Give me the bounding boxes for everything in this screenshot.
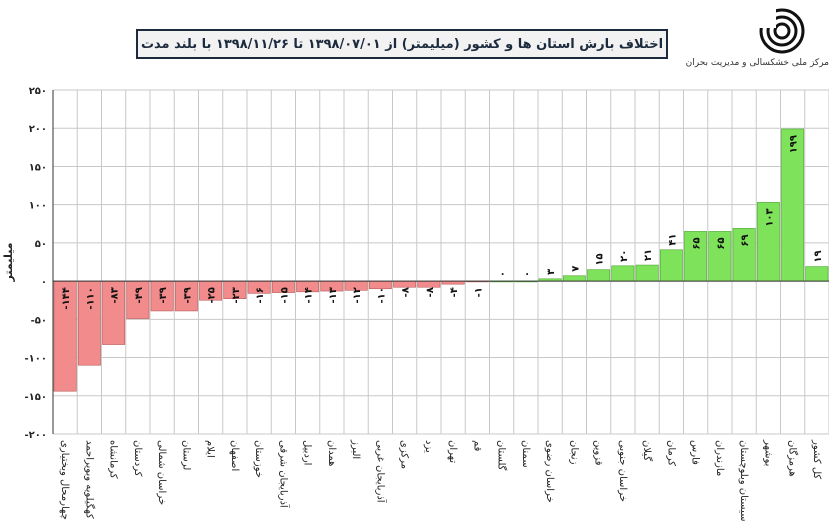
chart-title: اختلاف بارش استان ها و کشور (میلیمتر) از…	[136, 29, 668, 59]
category-label: خوزستان	[253, 440, 264, 478]
data-label: -۸	[425, 287, 436, 297]
category-label: قم	[471, 440, 482, 452]
logo-ring-outer	[759, 8, 805, 54]
data-label: -۸۳	[110, 287, 121, 303]
data-label: -۲۳	[231, 287, 242, 303]
category-label: اردبیل	[302, 440, 313, 465]
data-label: -۴۹	[134, 287, 145, 303]
data-label: ۱۰۳	[764, 208, 775, 226]
y-tick-label: -۲۰۰	[25, 430, 47, 441]
data-label: -۱۲	[352, 287, 363, 303]
category-label: اصفهان	[229, 440, 240, 471]
bar	[562, 275, 586, 282]
logo-ring-middle	[766, 15, 798, 47]
y-tick-label: ۵۰	[35, 239, 47, 250]
y-tick-label: -۱۵۰	[25, 392, 47, 403]
organization-logo	[752, 6, 805, 54]
category-label: قزوین	[593, 440, 604, 466]
data-label: ۶۵	[716, 237, 727, 249]
data-label: ۱۹۹	[789, 135, 800, 153]
category-label: لرستان	[180, 440, 191, 470]
data-label: ۷	[570, 266, 581, 272]
category-label: تهران	[447, 440, 458, 463]
data-label: ۳	[546, 269, 557, 275]
category-label: مازندران	[714, 440, 725, 476]
category-label: گیلان	[641, 440, 653, 461]
data-label: -۱۴۴	[61, 287, 72, 309]
category-label: کرمان	[665, 440, 676, 466]
bar	[417, 280, 441, 288]
bar	[635, 264, 659, 282]
bar	[587, 269, 611, 282]
data-label: ۰	[498, 271, 509, 277]
category-label: البرز	[350, 439, 361, 459]
data-label: ۲۰	[619, 250, 630, 262]
data-label: ۶۹	[740, 234, 751, 246]
category-label: مرکزی	[399, 440, 410, 469]
category-label: ایلام	[205, 440, 216, 458]
category-label: خراسان شمالی	[156, 440, 167, 505]
category-label: کهگیلویه وبویراحمد	[83, 440, 95, 519]
y-tick-label: ۲۰۰	[29, 124, 47, 135]
data-label: -۳۹	[182, 287, 193, 303]
category-label: فارس	[690, 440, 701, 465]
data-label: ۶۵	[692, 237, 703, 249]
y-tick-label: -۱۰۰	[25, 354, 47, 365]
y-tick-label: ۱۵۰	[29, 162, 47, 173]
category-label: آذربایجان غربی	[374, 440, 387, 504]
data-label: ۴۱	[667, 234, 678, 246]
category-label: چهارمحال وبختیاری	[59, 440, 70, 520]
y-axis-label: میلیمتر	[2, 243, 15, 283]
data-label: ۲۱	[643, 249, 654, 261]
bar	[659, 249, 683, 282]
category-label: کل کشور	[811, 439, 822, 479]
category-label: زنجان	[568, 440, 579, 465]
data-label: -۲۵	[207, 287, 218, 303]
y-tick-label: ۱۰۰	[29, 201, 47, 212]
y-tick-label: ۲۵۰	[29, 86, 47, 97]
category-label: هرمزگان	[787, 440, 799, 477]
organization-name: مرکز ملی خشکسالی و مدیریت بحران	[685, 58, 829, 68]
category-label: خراسان جنوبی	[617, 440, 628, 502]
category-label: سمنان	[520, 440, 531, 468]
data-label: -۳۹	[158, 287, 169, 303]
data-label: -۱۰	[376, 287, 387, 303]
data-label: -۱۴	[304, 287, 315, 303]
y-tick-label: ۰	[41, 277, 47, 288]
category-label: خراسان رضوی	[544, 440, 555, 503]
data-label: -۱	[473, 287, 484, 297]
category-label: سیستان وبلوچستان	[738, 440, 749, 522]
category-label: یزد	[423, 440, 434, 453]
category-label: آذربایجان شرقی	[277, 440, 290, 509]
bar	[805, 266, 829, 282]
data-label: -۸	[401, 287, 412, 297]
data-label: -۴	[449, 287, 460, 297]
bar	[393, 280, 417, 288]
category-label: گلستان	[496, 440, 508, 471]
category-label: بوشهر	[762, 439, 773, 466]
data-label: ۱۹	[813, 250, 824, 262]
y-tick-label: -۵۰	[31, 315, 47, 326]
logo-cutout	[752, 6, 776, 28]
category-label: کرمانشاه	[108, 440, 119, 479]
bar	[611, 265, 635, 282]
data-label: -۱۱۰	[85, 287, 96, 309]
data-label: -۱۶	[255, 287, 266, 303]
data-label: ۰	[522, 271, 533, 277]
data-label: ۱۵	[595, 253, 606, 265]
logo-ring-inner	[773, 22, 791, 40]
data-label: -۱۳	[328, 287, 339, 303]
labels-layer: -۱۴۴ چهارمحال وبختیاری -۱۱۰ کهگیلویه وبویرا…	[59, 135, 824, 522]
data-label: -۱۵	[279, 287, 290, 303]
category-label: همدان	[326, 440, 337, 466]
category-label: کردستان	[132, 440, 143, 477]
